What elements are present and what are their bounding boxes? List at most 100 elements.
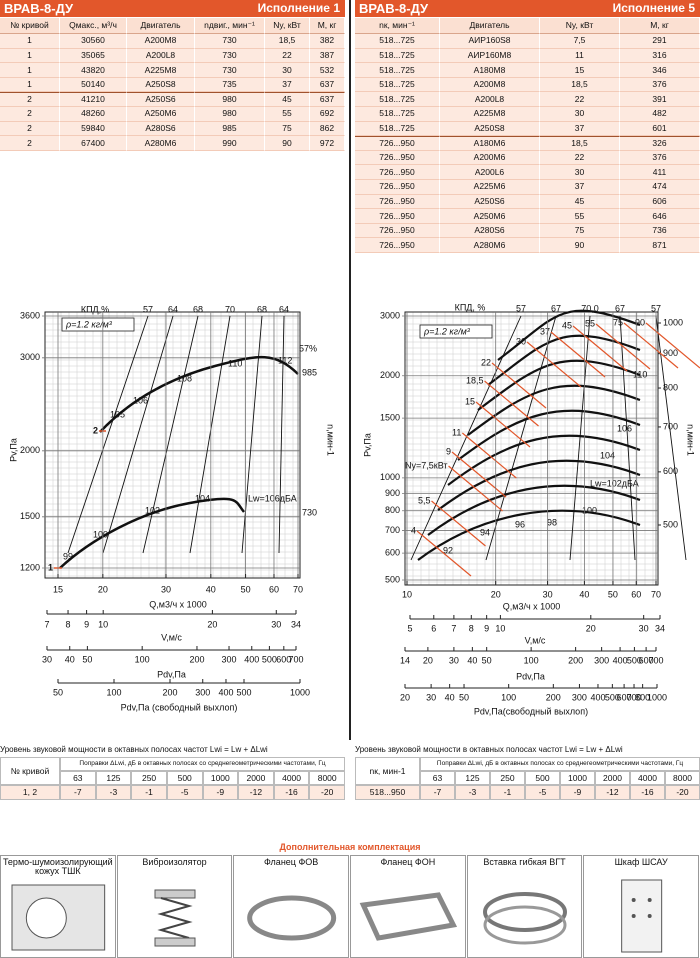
y2-tick-label: 900 [663,348,678,358]
y2-tick-label: 700 [663,421,678,431]
table-cell: 518...725 [355,107,440,122]
scale-tick-label: 800 [635,692,650,702]
header-bar [0,0,345,17]
y-tick-label: 2000 [20,445,40,455]
table-cell: А250S6 [127,92,195,107]
y-tick-label: 1200 [20,562,40,572]
sound-frequency: 2000 [238,771,274,785]
table-cell: 45 [540,194,620,210]
sound-cell: -1 [131,785,167,800]
curve [497,309,641,361]
sound-cell: -12 [595,785,630,800]
density-box [419,324,493,339]
table-cell: 90 [265,136,310,151]
sound-frequency: 125 [455,771,490,785]
curve-label: 5,5 [418,495,431,505]
table-cell: 30 [540,165,620,180]
table-cell: 726...950 [355,209,440,224]
scale-tick-label: 100 [524,655,539,665]
curve-label: 112 [278,355,292,365]
accessories-title: Дополнительная комплектация [279,842,421,853]
table-cell: 22 [540,150,620,166]
sound-header: Поправки ΔLwi, дБ в октавных полосах со … [60,757,345,771]
scale-tick-label: 50 [82,654,92,664]
accessory-label: Шкаф ШСАУ [614,858,668,867]
curve [427,484,641,536]
efficiency-tick: 57 [143,304,153,314]
y2-tick-label: 1000 [663,317,683,327]
scale-tick-label: 30 [639,623,649,633]
table-cell: 2 [0,136,60,151]
scale-tick-label: 40 [445,692,455,702]
curve-label: 110 [228,358,242,368]
table-cell: А250S8 [127,77,195,93]
icon [25,897,67,939]
icon [247,895,337,941]
table-cell: А180М6 [440,136,540,151]
table-cell: 387 [310,48,345,64]
curve-label: 105 [110,409,125,419]
curve-label: 57% [299,343,317,353]
sound-frequency: 250 [490,771,525,785]
scale-tick-label: 50 [482,655,492,665]
plot-frame [44,311,301,579]
scale-tick-label: 200 [546,692,561,702]
curve-label: 2 [93,425,98,435]
efficiency-tick: 57 [516,303,526,313]
y-tick-label: 500 [385,574,400,584]
efficiency-tick: 70,0 [581,303,599,313]
table-cell: 736 [620,223,700,239]
efficiency-line [102,315,174,554]
y-tick-label: 1500 [380,413,400,423]
scale-tick-label: 30 [426,692,436,702]
sound-cell: -7 [420,785,455,800]
icon [154,937,196,947]
table-cell: А250S8 [440,121,540,137]
table-cell: 67400 [60,136,127,151]
table-cell: А200L6 [440,165,540,180]
table-cell: 2 [0,107,60,122]
table-cell: 41210 [60,92,127,107]
scale-name: V,м/с [161,632,182,642]
curve-label: 108 [177,373,192,383]
scale-tick-label: 50 [608,589,618,599]
curve-label: 45 [562,320,572,330]
icon [631,914,636,918]
table-cell: 518...725 [355,92,440,107]
scale-name: Pdv,Па [157,669,186,679]
scale-name: V,м/с [525,635,546,645]
icon [647,914,652,918]
scale-tick-label: 20 [98,584,108,594]
table-cell: АИР160S8 [440,34,540,49]
scale-tick-label: 400 [218,687,233,697]
table-header: Ny, кВт [540,18,620,34]
sound-cell: -12 [238,785,274,800]
table-cell: А200L8 [127,48,195,64]
curve-label: 104 [600,450,615,460]
sound-frequency: 63 [60,771,96,785]
table-header: Qмакс., м³/ч [60,18,127,34]
scale-tick-label: 300 [195,687,210,697]
model-title: ВРАВ-8-ДУ [359,0,429,16]
table-cell: 606 [620,194,700,210]
scale-tick-label: 5 [407,623,412,633]
scale-tick-label: 9 [484,623,489,633]
table-cell: 43820 [60,63,127,78]
icon [359,892,458,941]
curve [487,334,641,386]
scale-tick-label: 400 [590,692,605,702]
curve-label: 1 [48,562,53,572]
curve [417,509,641,561]
scale-tick-label: 40 [65,654,75,664]
scale-tick-label: 700 [627,692,642,702]
scale-tick-label: 34 [655,623,665,633]
table-cell: 871 [620,238,700,253]
scale-name: Pdv,Па(свободный выхлоп) [474,706,588,716]
scale-tick-label: 400 [613,655,628,665]
power-line [484,380,539,427]
sound-cell: -9 [202,785,239,800]
efficiency-line [619,315,636,561]
sound-frequency: 8000 [309,771,345,785]
accessory-label: Фланец ФОВ [264,858,319,867]
table-cell: 637 [310,77,345,93]
